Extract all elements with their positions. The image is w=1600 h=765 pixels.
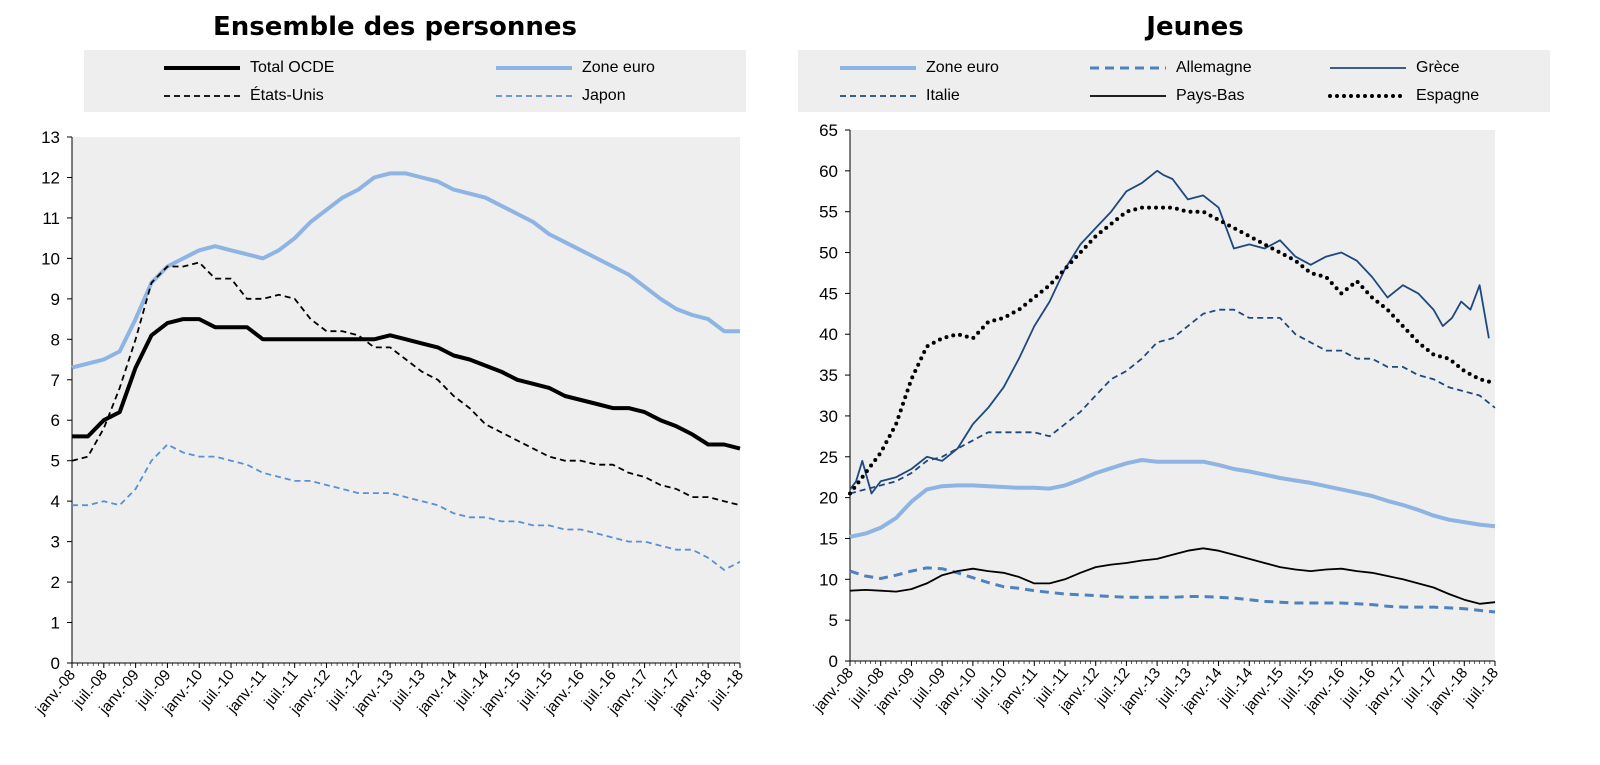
- legend-swatch: [1088, 89, 1168, 103]
- y-tick-label: 3: [51, 533, 60, 552]
- chart-panel-overall: Ensemble des personnes Total OCDE Zone e…: [0, 0, 790, 765]
- y-tick-label: 15: [819, 529, 838, 548]
- x-tick-label: janv.-08: [32, 667, 79, 719]
- y-tick-label: 65: [819, 121, 838, 140]
- y-tick-label: 1: [51, 614, 60, 633]
- legend-item-espagne: Espagne: [1328, 82, 1479, 110]
- chart-title: Ensemble des personnes: [213, 12, 577, 42]
- legend-label: Zone euro: [582, 59, 655, 76]
- legend-swatch: [838, 61, 918, 75]
- series-line-zone-euro: [71, 171, 740, 370]
- y-tick-label: 0: [51, 654, 60, 673]
- series-line-zone-euro: [849, 458, 1496, 539]
- legend-swatch: [1088, 61, 1168, 75]
- y-tick-label: 13: [41, 128, 60, 147]
- y-tick-label: 60: [819, 162, 838, 181]
- y-tick-label: 40: [819, 325, 838, 344]
- plot-area: [850, 130, 1495, 661]
- series-line-pays-bas: [849, 547, 1496, 605]
- y-tick-label: 5: [51, 452, 60, 471]
- y-tick-label: 10: [41, 249, 60, 268]
- legend-item-japon: Japon: [494, 82, 626, 110]
- y-tick-label: 11: [42, 209, 60, 228]
- legend-item-italie: Italie: [838, 82, 960, 110]
- legend-label: Italie: [926, 87, 960, 104]
- y-tick-label: 45: [819, 284, 838, 303]
- legend-item-allemagne: Allemagne: [1088, 54, 1252, 82]
- y-tick-label: 2: [51, 573, 60, 592]
- legend-label: Grèce: [1416, 59, 1460, 76]
- legend-label: Allemagne: [1176, 59, 1252, 76]
- legend-swatch: [162, 61, 242, 75]
- chart-legend: Total OCDE Zone euro États-Unis Japon: [84, 50, 746, 112]
- series-line-japon: [72, 443, 741, 571]
- legend-item-pays-bas: Pays-Bas: [1088, 82, 1244, 110]
- legend-swatch: [162, 89, 242, 103]
- y-tick-label: 50: [819, 244, 838, 263]
- y-tick-label: 7: [51, 371, 60, 390]
- legend-swatch: [494, 61, 574, 75]
- y-tick-label: 0: [829, 652, 838, 671]
- x-tick-label: juil.-18: [705, 667, 747, 713]
- y-tick-label: 12: [41, 168, 60, 187]
- y-tick-label: 5: [829, 611, 838, 630]
- legend-label: États-Unis: [250, 87, 324, 104]
- y-tick-label: 8: [51, 330, 60, 349]
- legend-label: Japon: [582, 87, 626, 104]
- legend-label: Total OCDE: [250, 59, 335, 76]
- legend-item-zone-euro: Zone euro: [494, 54, 655, 82]
- chart-title: Jeunes: [1146, 12, 1244, 42]
- y-tick-label: 20: [819, 489, 838, 508]
- series-line-allemagne: [849, 566, 1496, 614]
- series-line-etats-unis: [71, 261, 741, 507]
- legend-label: Zone euro: [926, 59, 999, 76]
- legend-label: Espagne: [1416, 87, 1480, 104]
- legend-item-total-ocde: Total OCDE: [162, 54, 334, 82]
- chart-panel-youth: Jeunes Zone euro Allemagne Grèce Italie …: [790, 0, 1600, 765]
- legend-item-etats-unis: États-Unis: [162, 82, 324, 110]
- series-line-italie: [849, 308, 1496, 495]
- y-tick-label: 25: [819, 448, 838, 467]
- legend-swatch: [1328, 89, 1408, 103]
- chart-legend: Zone euro Allemagne Grèce Italie Pays-Ba…: [798, 50, 1550, 112]
- y-tick-label: 10: [819, 570, 838, 589]
- series-line-espagne: [848, 205, 1497, 496]
- legend-item-zone-euro: Zone euro: [838, 54, 999, 82]
- y-tick-label: 35: [819, 366, 838, 385]
- legend-item-grece: Grèce: [1328, 54, 1460, 82]
- line-chart-overall: 012345678910111213janv.-08juil.-08janv.-…: [32, 128, 747, 719]
- legend-swatch: [838, 89, 918, 103]
- y-tick-label: 4: [51, 492, 60, 511]
- y-tick-label: 55: [819, 203, 838, 222]
- legend-swatch: [494, 89, 574, 103]
- plot-area: [72, 137, 740, 663]
- series-line-grece: [849, 169, 1490, 495]
- series-line-total-ocde: [72, 317, 741, 451]
- y-tick-label: 30: [819, 407, 838, 426]
- line-chart-youth: 05101520253035404550556065janv.-08juil.-…: [810, 121, 1502, 717]
- legend-swatch: [1328, 61, 1408, 75]
- x-tick-label: janv.-08: [810, 665, 857, 717]
- legend-label: Pays-Bas: [1176, 87, 1245, 104]
- y-tick-label: 6: [51, 411, 60, 430]
- y-tick-label: 9: [51, 290, 60, 309]
